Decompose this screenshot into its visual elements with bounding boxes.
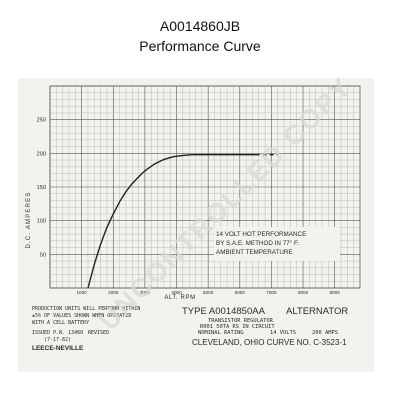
x-tick-label: 9000 xyxy=(330,290,341,295)
issued-date: (7-17-82) xyxy=(44,337,71,343)
production-note-line-2: ±5% OF VALUES SHOWN WHEN OPERATED xyxy=(32,313,131,319)
x-tick-label: 7000 xyxy=(266,290,277,295)
page-title: A0014860JB xyxy=(159,18,241,34)
x-tick-label: 8000 xyxy=(298,290,309,295)
x-tick-label: 5000 xyxy=(203,290,214,295)
circuit-line: R001 50TA RS IN CIRCUIT xyxy=(200,324,275,330)
type-word: ALTERNATOR xyxy=(286,306,348,317)
page-subtitle: Performance Curve xyxy=(139,38,261,54)
x-tick-label: 2000 xyxy=(108,290,119,295)
y-tick-label: 100 xyxy=(37,219,46,225)
issued-label: ISSUED P.N. 13460 xyxy=(32,330,83,336)
footer-right: TYPE A0014850AA ALTERNATOR TRANSISTOR RE… xyxy=(182,306,348,347)
y-axis-label: D.C. AMPERES xyxy=(26,191,32,248)
y-tick-label: 50 xyxy=(40,252,46,258)
y-tick-label: 200 xyxy=(37,151,46,157)
x-axis-label: ALT. RPM xyxy=(164,295,195,301)
y-tick-label: 150 xyxy=(37,185,46,191)
annotation-box xyxy=(214,227,340,261)
rating-amps: 200 AMPS xyxy=(312,330,338,336)
x-tick-label: 6000 xyxy=(235,290,246,295)
revised-label: REVISED xyxy=(88,330,109,336)
annotation-line-2: BY S.A.E. METHOD IN 77° F. xyxy=(216,239,299,247)
production-note-line-3: WITH A CELL BATTERY xyxy=(32,320,89,326)
x-tick-label: 3000 xyxy=(140,290,151,295)
type-line: TYPE A0014850AA xyxy=(182,306,266,317)
production-note-line-1: PRODUCTION UNITS WILL PERFORM WITHIN xyxy=(32,306,140,312)
regulator-line: TRANSISTOR REGULATOR xyxy=(208,318,274,324)
chart-ticks: 1000 2000 3000 4000 5000 6000 7000 8000 9000 50 10… xyxy=(37,118,341,295)
x-tick-label: 4000 xyxy=(171,290,182,295)
series-line xyxy=(87,154,256,289)
footer-left: PRODUCTION UNITS WILL PERFORM WITHIN ±5%… xyxy=(32,306,140,352)
brand-logo-text: LEECE-NEVILLE xyxy=(32,345,84,352)
city-curve-line: CLEVELAND, OHIO CURVE NO. C-3523-1 xyxy=(192,338,347,347)
y-tick-label: 250 xyxy=(37,118,46,124)
rating-volts: 14 VOLTS xyxy=(270,330,296,336)
x-tick-label: 1000 xyxy=(77,290,88,295)
annotation-line-3: AMBIENT TEMPERATURE xyxy=(216,249,293,256)
rating-label: NOMINAL RATING xyxy=(198,330,243,336)
chart-series xyxy=(87,154,278,289)
annotation-line-1: 14 VOLT HOT PERFORMANCE xyxy=(216,231,306,238)
